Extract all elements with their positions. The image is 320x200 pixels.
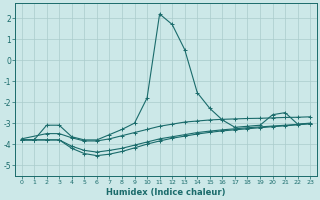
X-axis label: Humidex (Indice chaleur): Humidex (Indice chaleur)	[106, 188, 226, 197]
